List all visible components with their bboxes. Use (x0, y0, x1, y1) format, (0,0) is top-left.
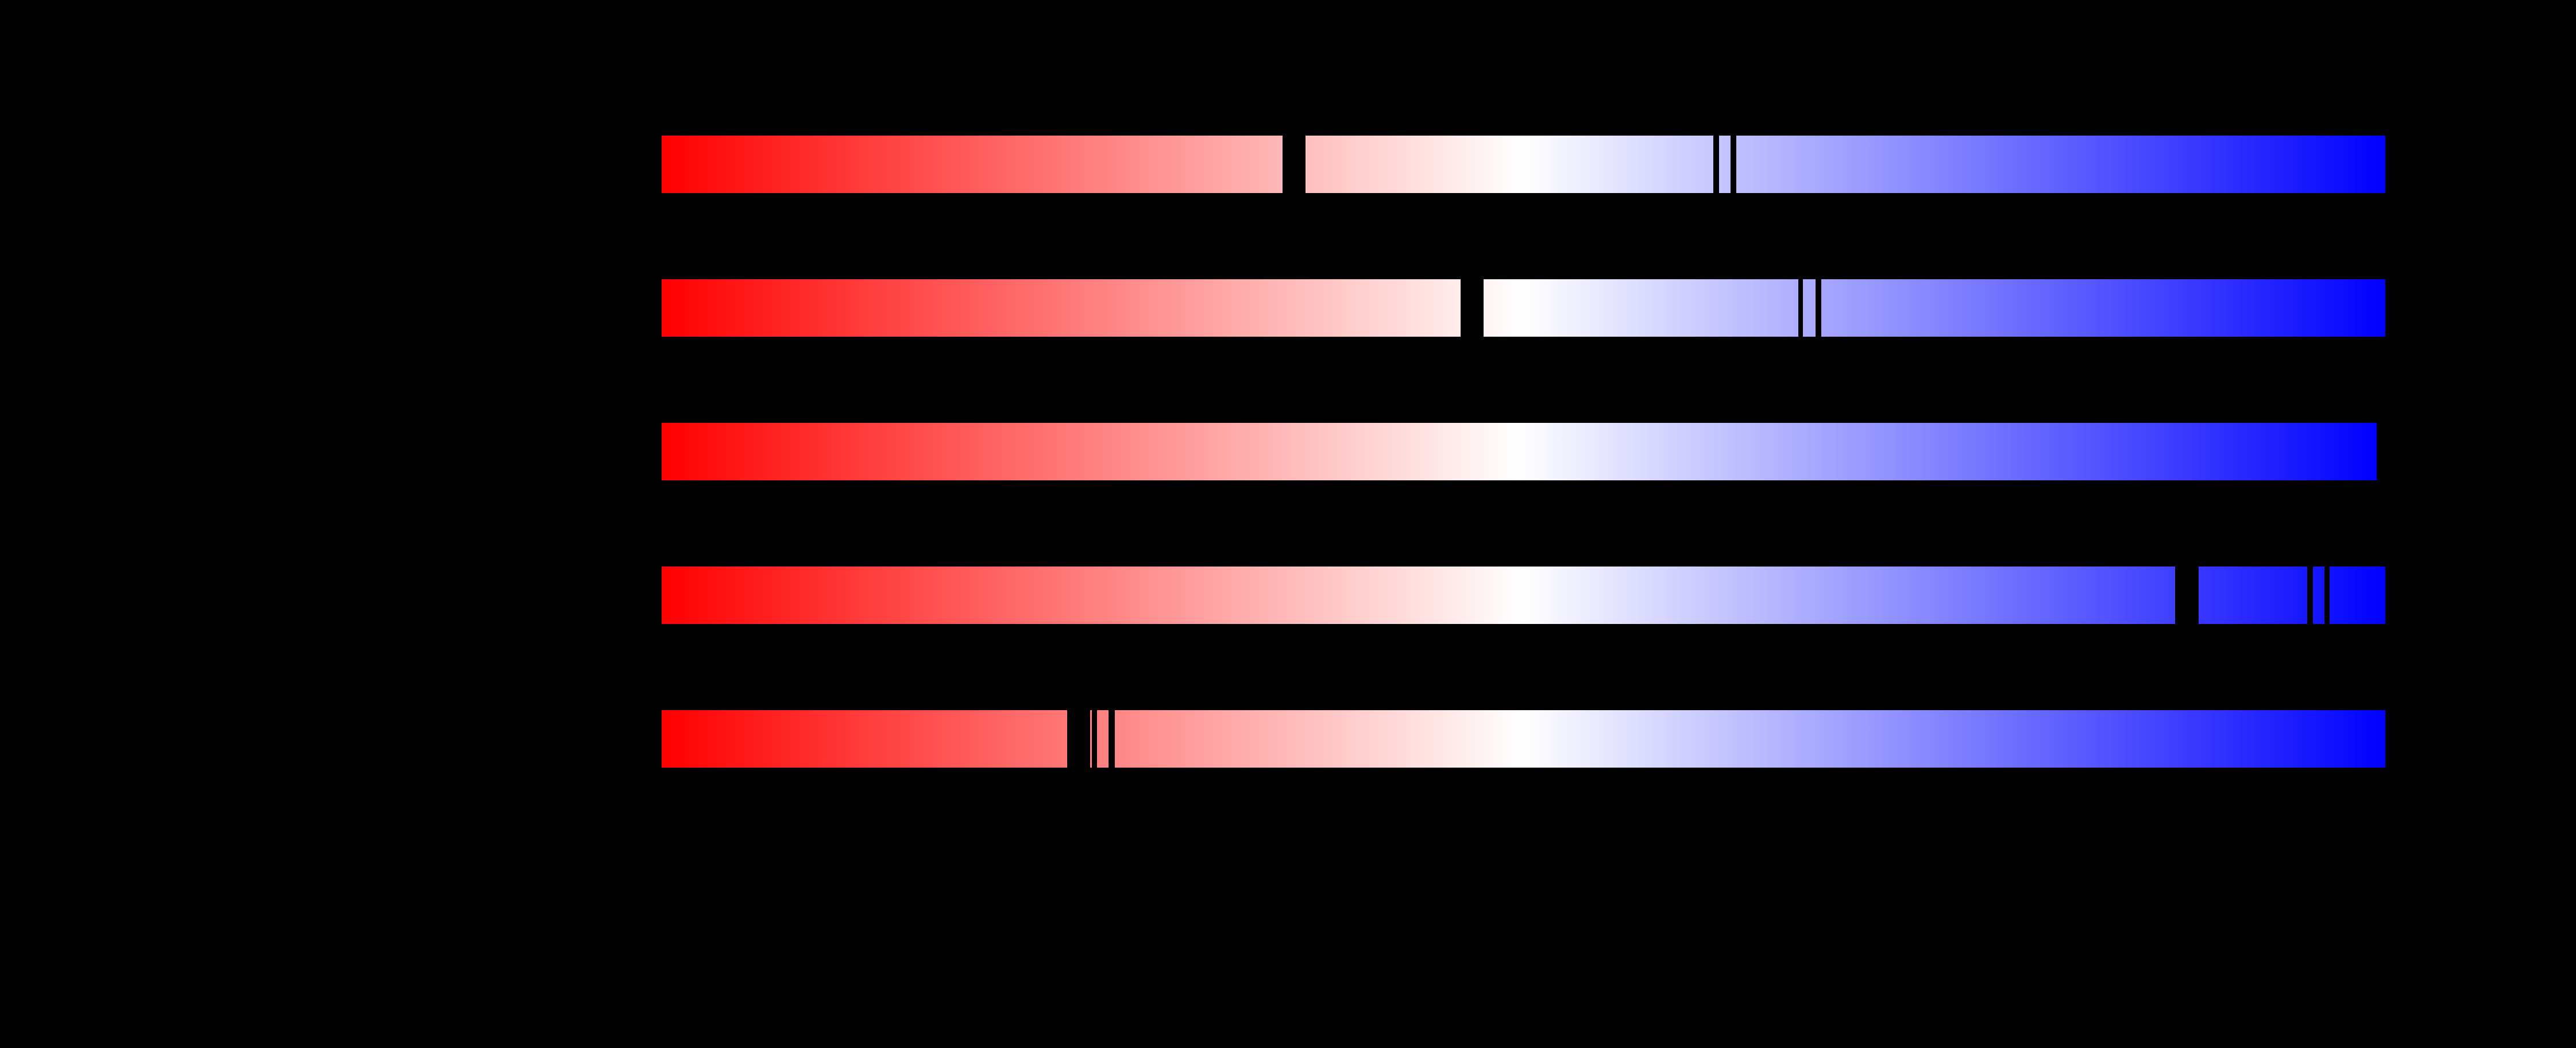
bar-segment (1306, 136, 1713, 193)
bar-segment (1097, 710, 1109, 768)
bar-segment (1821, 279, 2385, 337)
bar-segment (1115, 710, 2385, 768)
bar-segment (662, 567, 2175, 624)
bar-segment (662, 423, 2377, 480)
bar-segment (2313, 567, 2324, 624)
bar-segment (1484, 279, 1798, 337)
bar-segment (1719, 136, 1731, 193)
bar-segment (1090, 710, 1092, 768)
bar-segment (2330, 567, 2385, 624)
bar-segment (2199, 567, 2307, 624)
bar-segment (662, 710, 1067, 768)
bar-segment (1803, 279, 1816, 337)
bar-segment (1736, 136, 2385, 193)
bar-segment (662, 279, 1461, 337)
bar-segment (662, 136, 1283, 193)
